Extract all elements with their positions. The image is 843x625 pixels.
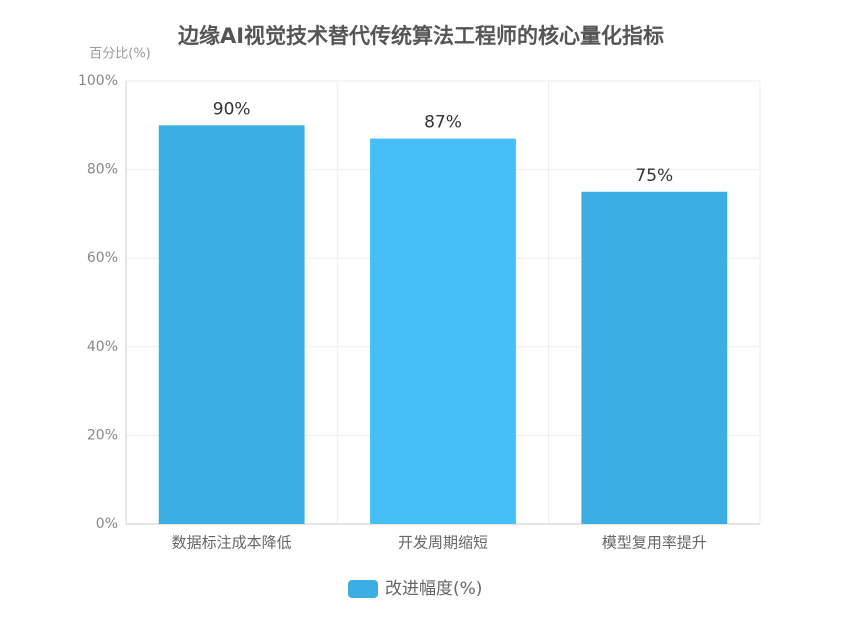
y-axis-label: 百分比(%) <box>89 47 151 62</box>
x-tick-label: 开发周期缩短 <box>398 534 488 552</box>
legend-swatch <box>348 580 378 598</box>
legend-label: 改进幅度(%) <box>385 579 482 599</box>
y-tick-label: 0% <box>96 516 118 532</box>
y-tick-label: 80% <box>87 162 118 178</box>
y-tick-label: 100% <box>78 73 118 89</box>
value-label: 87% <box>424 113 462 133</box>
y-tick-label: 40% <box>87 339 118 355</box>
y-tick-label: 60% <box>87 250 118 266</box>
bar <box>158 125 305 525</box>
value-label: 90% <box>213 99 251 119</box>
x-tick-label: 模型复用率提升 <box>602 534 707 552</box>
bar <box>370 138 516 524</box>
y-tick-label: 20% <box>87 427 118 443</box>
value-label: 75% <box>635 166 673 186</box>
x-tick-label: 数据标注成本降低 <box>172 534 292 552</box>
bar <box>581 191 728 524</box>
chart-title: 边缘AI视觉技术替代传统算法工程师的核心量化指标 <box>178 24 664 48</box>
